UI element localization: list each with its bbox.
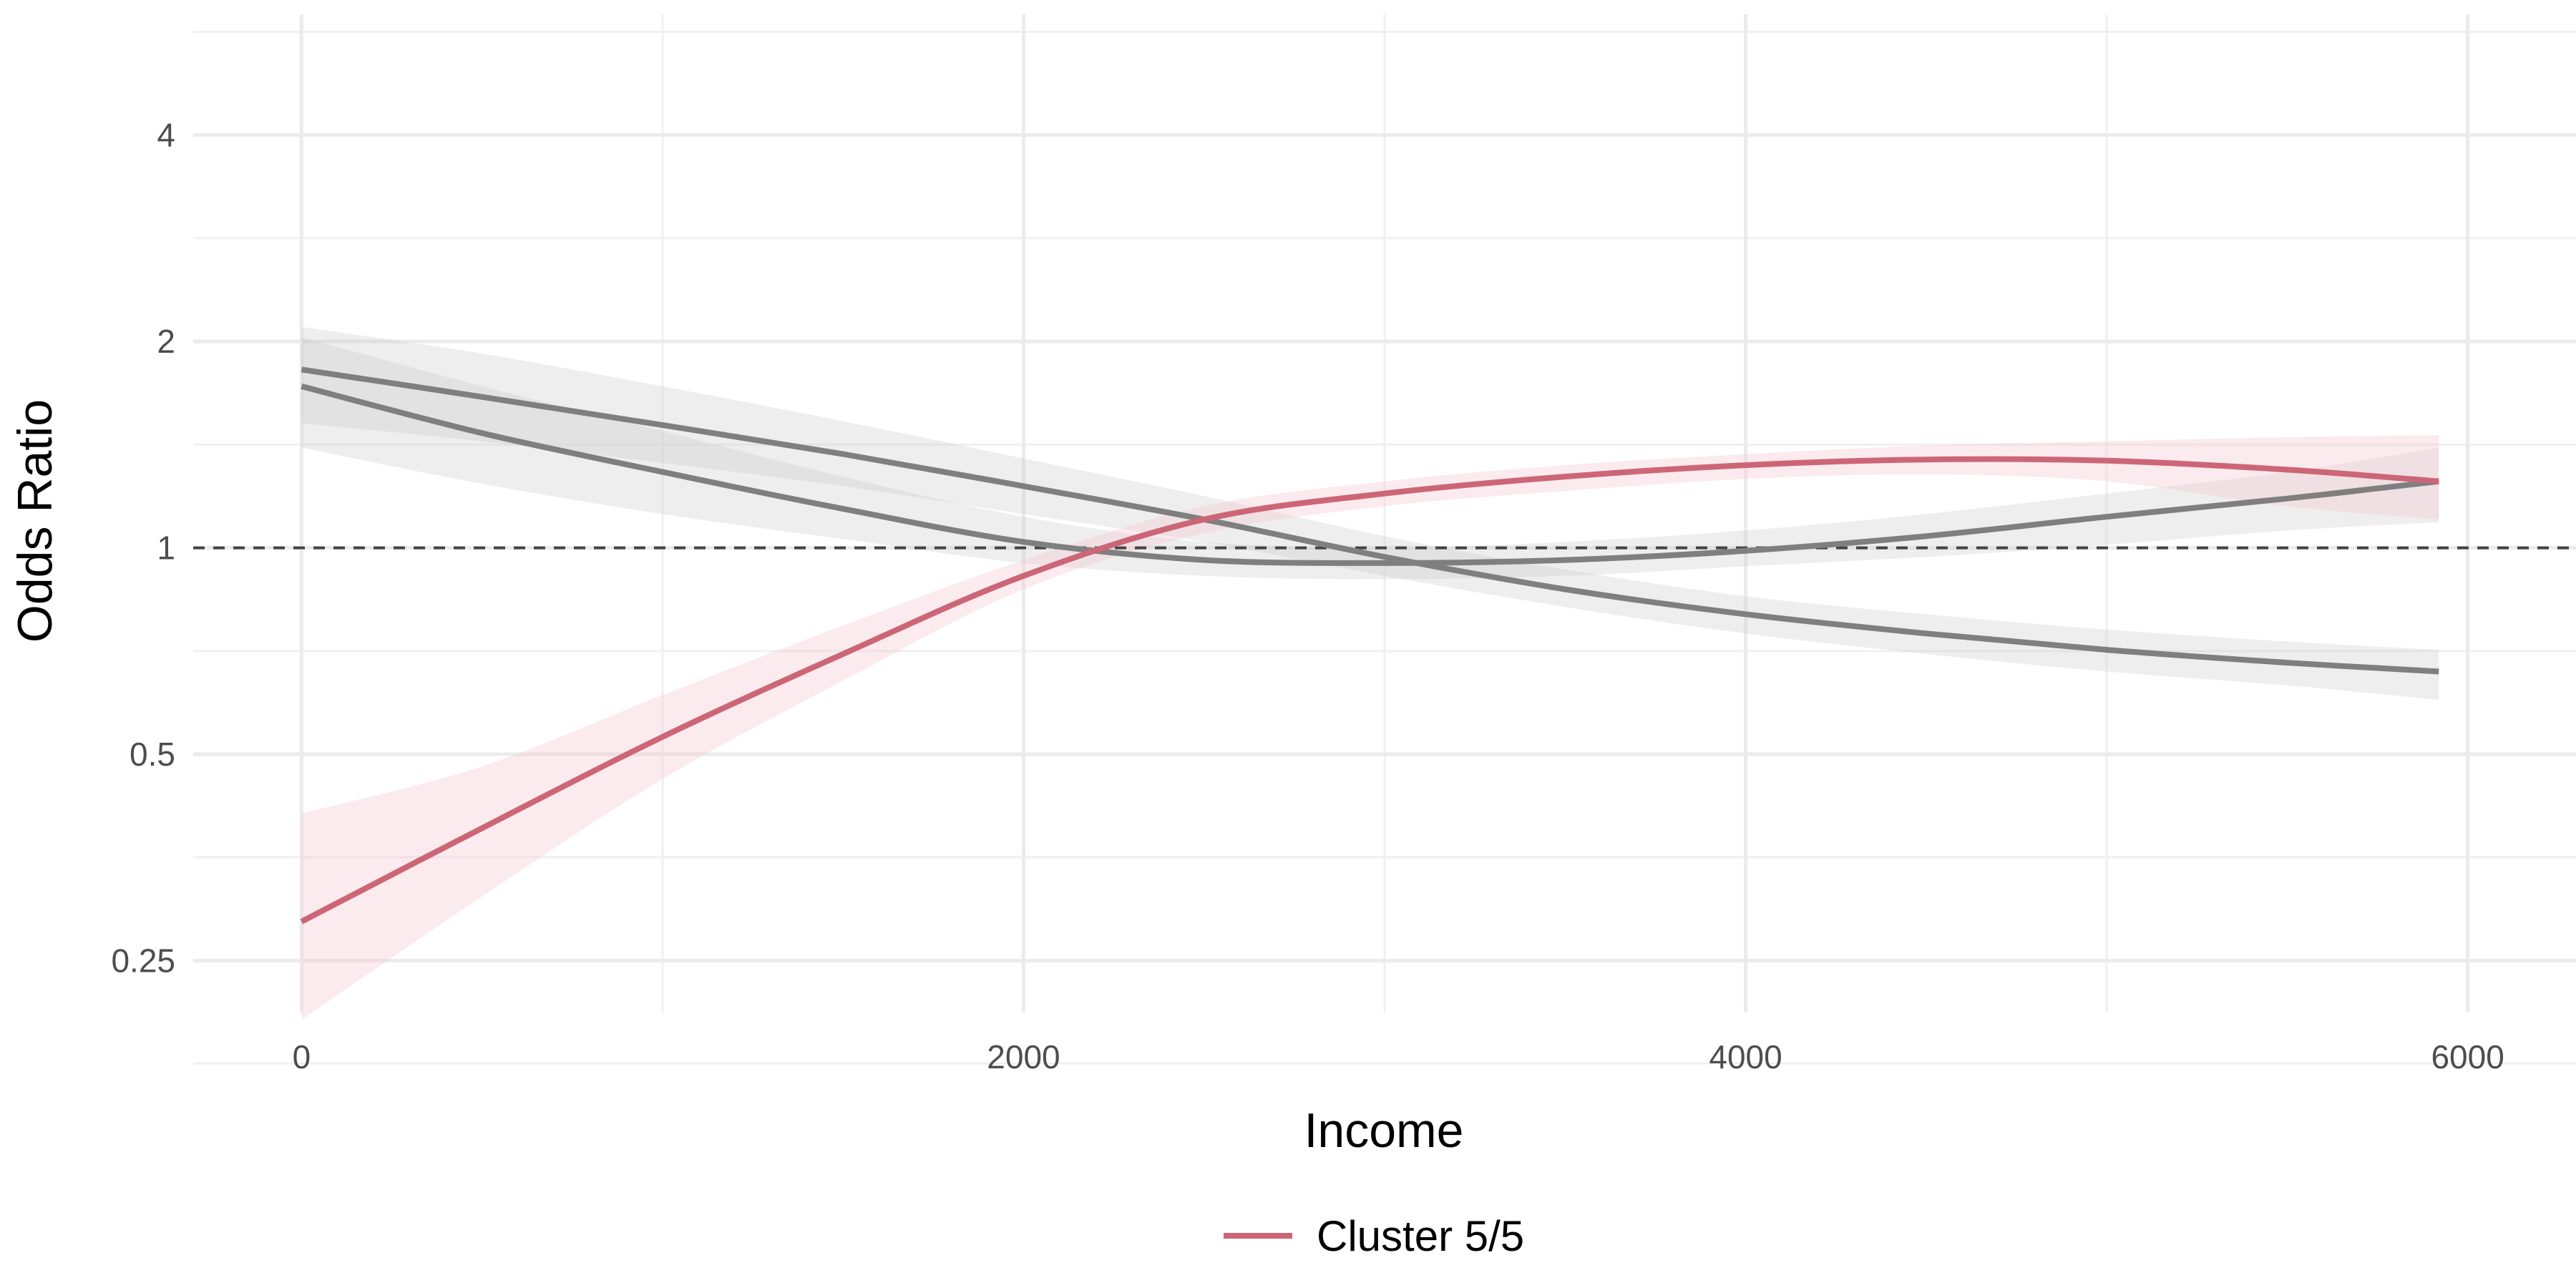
- series-line-1: [301, 366, 2439, 675]
- x-tick-label: 0: [293, 1038, 311, 1075]
- series-line-2: [301, 384, 2439, 566]
- y-tick-label: 0.25: [111, 942, 175, 979]
- confidence-band-2: [301, 337, 2439, 580]
- x-tick-label: 4000: [1709, 1038, 1782, 1075]
- y-axis-title: Odds Ratio: [8, 399, 62, 643]
- x-tick-label: 6000: [2431, 1038, 2504, 1075]
- y-tick-label: 2: [157, 323, 175, 360]
- legend-label: Cluster 5/5: [1317, 1212, 1524, 1260]
- confidence-band-1: [301, 326, 2439, 701]
- confidence-band-3: [301, 435, 2439, 1020]
- x-tick-label: 2000: [987, 1038, 1060, 1075]
- series-lines: [300, 366, 2439, 924]
- grid: [193, 14, 2576, 1065]
- tick-labels: 0 2000 4000 6000 0.25 0.5 1 2 4: [111, 117, 2504, 1075]
- y-tick-label: 1: [157, 530, 175, 567]
- y-tick-label: 4: [157, 117, 175, 154]
- y-tick-label: 0.5: [130, 736, 175, 773]
- x-axis-title: Income: [1304, 1103, 1464, 1158]
- confidence-bands: [301, 326, 2439, 1020]
- series-line-3: [300, 456, 2439, 924]
- legend: Cluster 5/5: [1224, 1212, 1524, 1260]
